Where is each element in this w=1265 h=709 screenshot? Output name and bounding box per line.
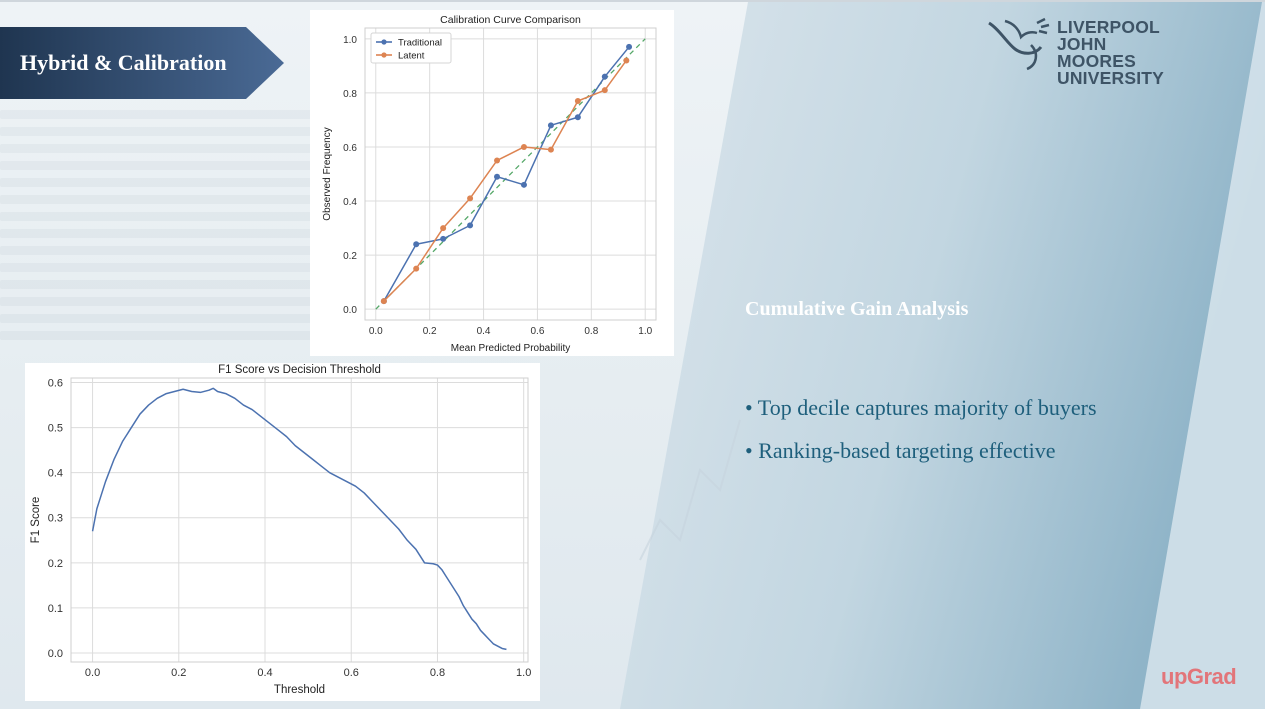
logo-line-1: LIVERPOOL [1057,17,1160,37]
data-point [623,57,630,64]
data-point [520,181,527,188]
plot-frame [364,27,657,321]
slide-title-banner: Hybrid & Calibration [0,27,286,99]
data-point [601,73,608,80]
data-point [626,43,633,50]
y-tick-label: 0.6 [48,378,63,390]
legend-label: Latent [398,51,425,62]
data-point [413,241,420,248]
y-tick-label: 0.2 [48,558,63,570]
legend-marker [381,39,387,45]
top-divider [0,0,1265,2]
data-point [574,114,581,121]
data-point [440,225,447,232]
calibration-chart-svg: 0.0 0.2 0.4 0.6 0.8 1.0 0.0 0.2 0.4 0.6 0.8 1.0 Cali… [322,14,657,354]
x-tick-label: 0.0 [369,326,383,337]
calibration-chart: 0.0 0.2 0.4 0.6 0.8 1.0 0.0 0.2 0.4 0.6 0.8 1.0 Cali… [310,10,674,356]
legend-label: Traditional [398,38,442,49]
y-tick-label: 0.2 [343,251,357,262]
data-point [574,98,581,104]
x-tick-label: 0.2 [171,667,186,679]
y-tick-label: 0.6 [343,143,357,154]
logo-line-2: JOHN MOORES [1057,34,1136,71]
y-tick-label: 0.0 [343,305,357,316]
y-tick-label: 0.4 [48,468,63,480]
y-tick-label: 0.4 [343,197,357,208]
y-tick-label: 0.0 [48,648,63,660]
y-axis-label: Observed Frequency [322,127,333,220]
y-tick-label: 0.5 [48,423,63,435]
x-tick-label: 0.8 [430,667,445,679]
x-tick-label: 0.6 [344,667,359,679]
y-tick-label: 0.8 [343,89,357,100]
university-logo: LIVERPOOL JOHN MOORES UNIVERSITY [985,15,1185,87]
upgrad-logo: upGrad [1161,664,1237,689]
chart-title: F1 Score vs Decision Threshold [218,364,381,376]
data-point [494,173,501,180]
series-line [91,387,507,651]
y-tick-label: 1.0 [343,35,357,46]
data-point [547,122,554,129]
x-tick-label: 1.0 [516,667,531,679]
banner-shape [0,27,284,99]
x-axis-label: Mean Predicted Probability [451,343,571,354]
x-tick-label: 0.4 [477,326,491,337]
y-tick-label: 0.1 [48,603,63,615]
y-tick-label: 0.3 [48,513,63,525]
f1-threshold-chart-svg: 0.0 0.2 0.4 0.6 0.8 1.0 0.0 0.1 0.2 0.3 0.4 0.5 0.6 F… [30,364,531,696]
series-line [383,60,627,302]
plot-frame [70,377,529,663]
logo-line-3: UNIVERSITY [1057,68,1165,88]
data-point [467,195,474,202]
liver-bird-icon [988,17,1050,71]
data-point [440,235,447,242]
data-point [601,87,608,94]
legend-marker [381,52,387,58]
x-tick-label: 0.2 [423,326,437,337]
bullet-list: • Top decile captures majority of buyers… [745,393,1097,479]
data-point [467,222,474,229]
slide-title: Hybrid & Calibration [20,50,227,75]
data-point [380,298,387,305]
x-tick-label: 0.0 [85,667,100,679]
section-heading: Cumulative Gain Analysis [745,298,969,320]
x-tick-label: 0.6 [530,326,544,337]
chart-title: Calibration Curve Comparison [440,14,581,26]
data-point [494,157,501,164]
f1-threshold-chart: 0.0 0.2 0.4 0.6 0.8 1.0 0.0 0.1 0.2 0.3 0.4 0.5 0.6 F… [25,363,540,701]
data-point [413,265,420,272]
bullet-item: • Top decile captures majority of buyers [745,395,1097,420]
y-axis-label: F1 Score [30,497,42,544]
data-point [520,143,527,150]
x-axis-label: Threshold [274,684,325,696]
series-line [383,46,630,302]
data-point [547,146,554,153]
bullet-item: • Ranking-based targeting effective [745,438,1056,463]
x-tick-label: 1.0 [638,326,652,337]
x-tick-label: 0.4 [257,667,272,679]
x-tick-label: 0.8 [584,326,598,337]
